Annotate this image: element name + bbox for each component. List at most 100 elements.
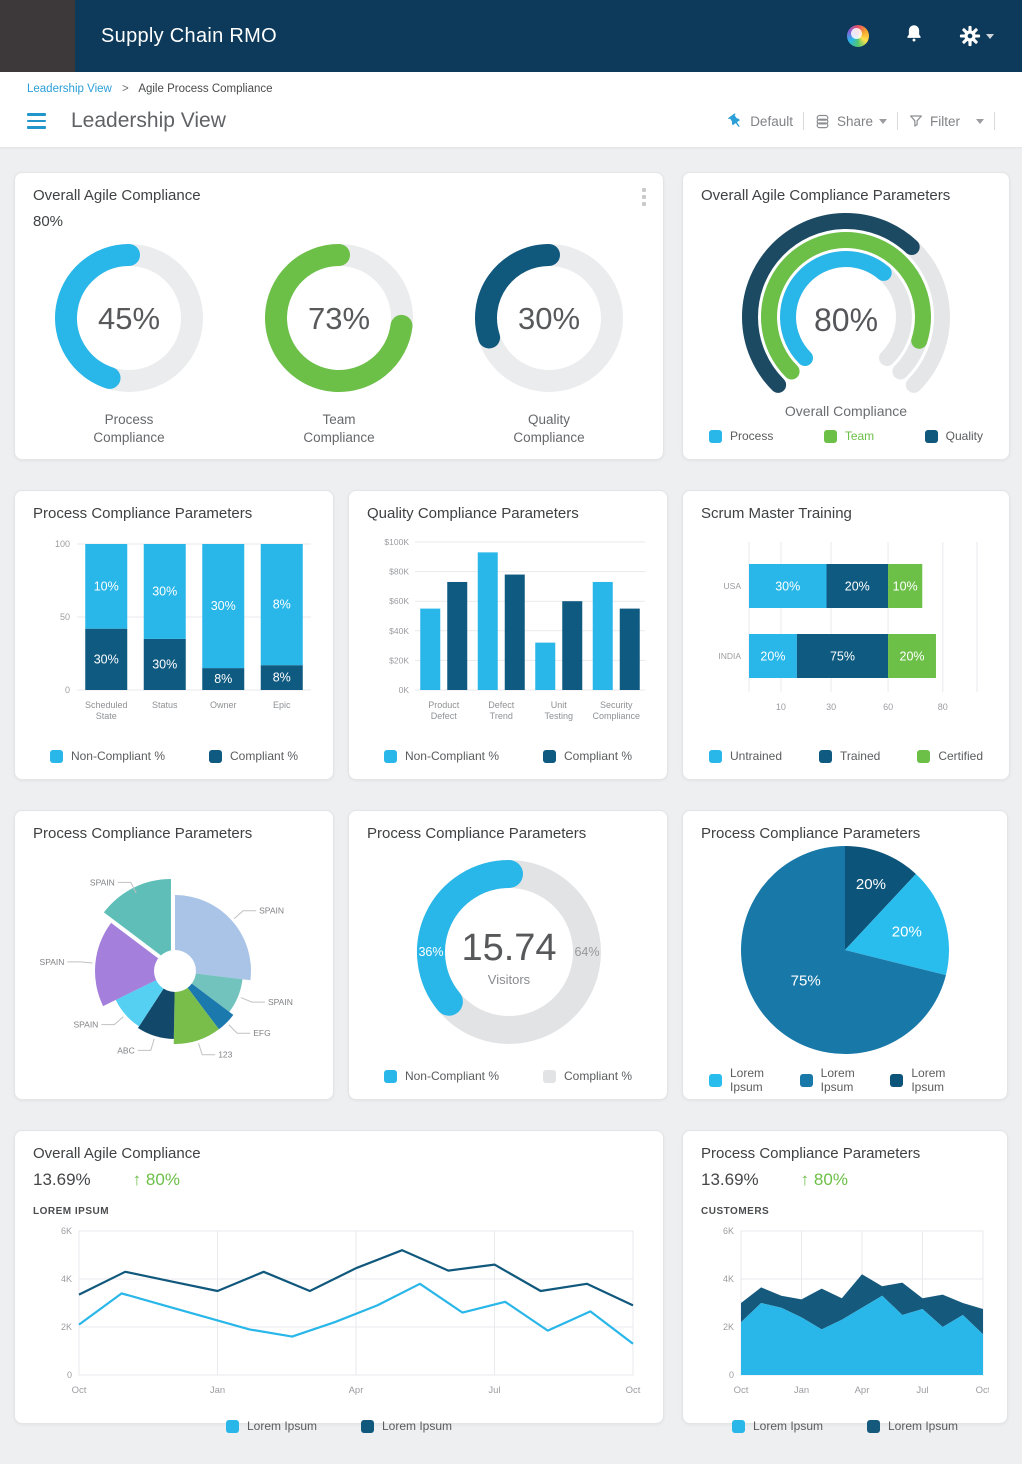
svg-text:Oct: Oct xyxy=(734,1385,749,1396)
default-button[interactable]: Default xyxy=(727,113,793,130)
svg-text:10: 10 xyxy=(776,702,786,712)
menu-icon[interactable] xyxy=(27,113,46,129)
svg-text:SPAIN: SPAIN xyxy=(268,997,293,1007)
svg-text:0: 0 xyxy=(67,1370,72,1380)
legend-item[interactable]: Lorem Ipsum xyxy=(799,1066,891,1094)
svg-text:SPAIN: SPAIN xyxy=(40,956,65,966)
metric-value: 13.69% xyxy=(33,1170,91,1189)
svg-text:Visitors: Visitors xyxy=(488,972,531,987)
card-menu-icon[interactable] xyxy=(639,185,649,209)
rose-pie-chart: SPAIN SPAIN EFG 123 ABC SPAIN SPAIN SPAIN xyxy=(33,842,315,1085)
legend-item[interactable]: Lorem Ipsum xyxy=(867,1419,958,1433)
svg-text:100: 100 xyxy=(55,539,70,549)
legend-item[interactable]: Compliant % xyxy=(209,749,298,763)
card-title: Process Compliance Parameters xyxy=(367,825,587,842)
pie-chart: 20% 20% 75% xyxy=(701,842,989,1062)
svg-text:6K: 6K xyxy=(723,1226,734,1236)
svg-text:8%: 8% xyxy=(214,672,232,686)
area-chart: 0 2K 4K 6K Oct Jan Apr Jul Oct xyxy=(701,1217,989,1415)
divider xyxy=(994,112,995,130)
svg-text:6K: 6K xyxy=(61,1226,72,1236)
svg-text:75%: 75% xyxy=(830,649,855,663)
filter-button[interactable]: Filter xyxy=(908,113,960,129)
svg-text:Defect: Defect xyxy=(431,711,458,721)
svg-text:Scheduled: Scheduled xyxy=(85,700,128,710)
legend-item[interactable]: Untrained xyxy=(709,749,782,763)
legend: Lorem Ipsum Lorem Ipsum Lorem Ipsum xyxy=(701,1062,989,1096)
legend-item[interactable]: Lorem Ipsum xyxy=(731,1419,823,1433)
svg-text:Compliance: Compliance xyxy=(592,711,640,721)
svg-text:50: 50 xyxy=(60,612,70,622)
svg-text:80%: 80% xyxy=(814,302,878,338)
legend-item[interactable]: Lorem Ipsum xyxy=(709,1066,800,1094)
legend-swatch xyxy=(209,749,222,763)
share-button[interactable]: Share xyxy=(814,113,887,130)
compliance-donut: 73% Team Compliance xyxy=(245,234,433,447)
svg-text:0K: 0K xyxy=(399,685,410,695)
svg-text:60: 60 xyxy=(883,702,893,712)
hbar-chart: 10 30 60 80 USA 30% 20% 10% INDIA 20% 75% 20% xyxy=(701,522,991,745)
donut-caption: Process Compliance xyxy=(93,412,165,446)
legend-item[interactable]: Process xyxy=(709,429,773,443)
card-title: Process Compliance Parameters xyxy=(33,825,253,842)
legend-item[interactable]: Quality xyxy=(924,429,983,443)
legend-item[interactable]: Non-Compliant % xyxy=(383,1069,499,1083)
svg-text:Jan: Jan xyxy=(794,1385,809,1396)
legend-swatch xyxy=(543,1069,556,1083)
metric-value: 13.69% xyxy=(701,1170,759,1189)
legend-item[interactable]: Non-Compliant % xyxy=(383,749,499,763)
card-process-rose-pie: Process Compliance Parameters SPAIN SPAIN… xyxy=(14,810,334,1100)
panel-toggle-icon[interactable] xyxy=(976,118,984,124)
legend-item[interactable]: Trained xyxy=(819,749,880,763)
settings-menu[interactable] xyxy=(959,25,994,47)
svg-text:$20K: $20K xyxy=(389,655,409,665)
legend-swatch xyxy=(225,1419,239,1433)
breadcrumb-link[interactable]: Leadership View xyxy=(27,83,112,95)
sidebar-block xyxy=(0,0,75,72)
legend-swatch xyxy=(709,429,722,443)
svg-text:64%: 64% xyxy=(574,945,599,959)
card-title: Process Compliance Parameters xyxy=(701,1145,921,1162)
card-title: Process Compliance Parameters xyxy=(701,825,921,842)
svg-text:Oct: Oct xyxy=(626,1385,641,1396)
svg-text:30: 30 xyxy=(826,702,836,712)
gauge-chart: 80% xyxy=(701,204,991,401)
card-overall-params: Overall Agile Compliance Parameters 80% … xyxy=(682,172,1010,460)
legend-item[interactable]: Lorem Ipsum xyxy=(225,1419,317,1433)
filter-icon xyxy=(910,115,922,127)
legend-item[interactable]: Certified xyxy=(917,749,983,763)
legend-item[interactable]: Lorem Ipsum xyxy=(890,1066,981,1094)
card-scrum-training: Scrum Master Training 10 30 60 80 USA 30% 20% 1… xyxy=(682,490,1010,780)
svg-text:123: 123 xyxy=(218,1049,232,1059)
legend: Lorem Ipsum Lorem Ipsum xyxy=(701,1415,989,1435)
bell-icon[interactable] xyxy=(903,23,925,50)
svg-text:20%: 20% xyxy=(845,579,870,593)
theme-icon[interactable] xyxy=(847,25,869,47)
svg-text:36%: 36% xyxy=(418,945,443,959)
svg-text:Oct: Oct xyxy=(72,1385,87,1396)
svg-text:20%: 20% xyxy=(760,649,785,663)
legend-item[interactable]: Compliant % xyxy=(543,749,632,763)
svg-text:Owner: Owner xyxy=(210,700,237,710)
svg-text:$100K: $100K xyxy=(384,537,409,547)
svg-text:2K: 2K xyxy=(61,1322,72,1332)
card-title: Scrum Master Training xyxy=(701,505,852,522)
legend-item[interactable]: Lorem Ipsum xyxy=(361,1419,452,1433)
card-overall-line: Overall Agile Compliance 13.69% ↑ 80% LO… xyxy=(14,1130,664,1433)
legend: Non-Compliant % Compliant % xyxy=(367,745,649,765)
legend-item[interactable]: Non-Compliant % xyxy=(49,749,165,763)
dashboard-content: Overall Agile Compliance 80% 45% Process C… xyxy=(0,147,1022,1433)
breadcrumb-current: Agile Process Compliance xyxy=(138,83,273,95)
legend-item[interactable]: Compliant % xyxy=(543,1069,632,1083)
up-arrow-icon: ↑ xyxy=(132,1170,142,1189)
svg-text:$60K: $60K xyxy=(389,596,409,606)
svg-text:15.74: 15.74 xyxy=(461,927,556,969)
chevron-down-icon xyxy=(879,118,887,124)
metric-delta: ↑ 80% xyxy=(800,1170,848,1189)
legend-swatch xyxy=(867,1419,880,1433)
compliance-donut: 30% Quality Compliance xyxy=(455,234,643,447)
svg-text:ABC: ABC xyxy=(117,1045,134,1055)
legend-item[interactable]: Team xyxy=(823,429,874,443)
breadcrumb: Leadership View > Agile Process Complian… xyxy=(27,83,1022,95)
donut-caption: Quality Compliance xyxy=(513,412,585,446)
